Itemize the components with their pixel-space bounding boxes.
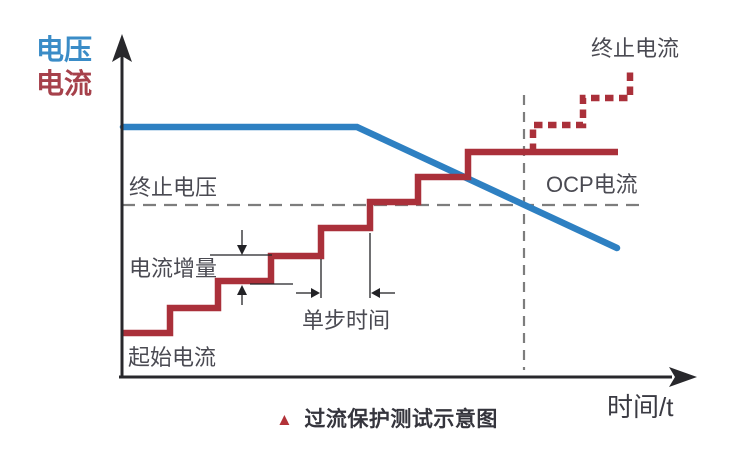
current-staircase-line <box>122 148 618 337</box>
step-time-right-arrowhead <box>371 288 380 298</box>
step-time-label: 单步时间 <box>302 308 391 333</box>
y-axis-arrowhead-icon <box>112 34 132 62</box>
caption-text: 过流保护测试示意图 <box>304 408 498 431</box>
post-trip-dashed-staircase <box>529 68 634 152</box>
increment-up-arrowhead <box>237 285 247 295</box>
current-increment-label: 电流增量 <box>129 256 218 281</box>
x-axis-arrowhead-icon <box>669 367 697 387</box>
start-current-label: 起始电流 <box>128 345 217 370</box>
y-axis-label-current: 电流 <box>36 68 93 99</box>
y-axis-label-voltage: 电压 <box>36 34 93 65</box>
ocp-current-label: OCP电流 <box>546 172 638 197</box>
figure-caption: ▲ 过流保护测试示意图 <box>276 403 498 433</box>
caption-triangle-icon: ▲ <box>276 409 294 429</box>
end-current-label: 终止电流 <box>591 36 680 61</box>
voltage-line <box>119 123 621 252</box>
step-time-left-arrowhead <box>311 288 320 298</box>
annotation-marks <box>210 230 395 305</box>
end-voltage-label: 终止电压 <box>129 175 218 200</box>
increment-down-arrowhead <box>237 245 247 255</box>
x-axis-label-time: 时间/t <box>607 392 674 422</box>
